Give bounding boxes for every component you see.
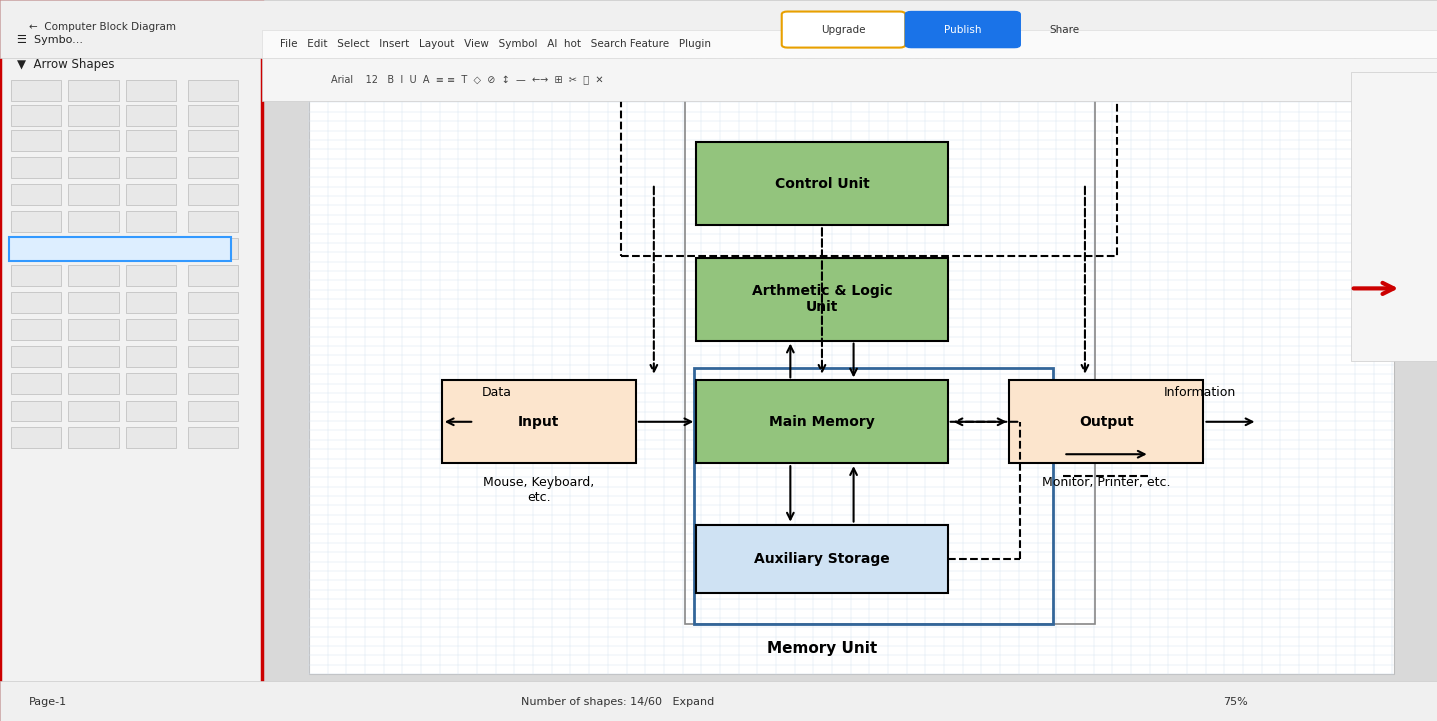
FancyBboxPatch shape xyxy=(126,238,177,259)
FancyBboxPatch shape xyxy=(262,30,1437,58)
FancyBboxPatch shape xyxy=(309,50,1394,674)
FancyBboxPatch shape xyxy=(11,105,60,125)
Text: Monitor, Printer, etc.: Monitor, Printer, etc. xyxy=(1042,476,1171,489)
FancyBboxPatch shape xyxy=(187,185,239,205)
FancyBboxPatch shape xyxy=(126,427,177,448)
FancyBboxPatch shape xyxy=(126,347,177,367)
FancyBboxPatch shape xyxy=(187,238,239,259)
FancyBboxPatch shape xyxy=(11,373,60,394)
FancyBboxPatch shape xyxy=(11,211,60,232)
FancyBboxPatch shape xyxy=(262,58,1437,101)
FancyBboxPatch shape xyxy=(187,400,239,421)
FancyBboxPatch shape xyxy=(187,427,239,448)
FancyBboxPatch shape xyxy=(11,427,60,448)
Text: ☰  Symbo...: ☰ Symbo... xyxy=(17,35,83,45)
FancyBboxPatch shape xyxy=(69,347,119,367)
FancyBboxPatch shape xyxy=(69,373,119,394)
FancyBboxPatch shape xyxy=(69,238,119,259)
FancyBboxPatch shape xyxy=(696,525,948,593)
FancyBboxPatch shape xyxy=(126,79,177,100)
FancyBboxPatch shape xyxy=(0,0,1437,58)
FancyBboxPatch shape xyxy=(11,238,60,259)
FancyBboxPatch shape xyxy=(187,130,239,151)
FancyBboxPatch shape xyxy=(126,157,177,177)
FancyBboxPatch shape xyxy=(126,293,177,313)
Text: Upgrade: Upgrade xyxy=(822,25,865,35)
FancyBboxPatch shape xyxy=(11,319,60,340)
FancyBboxPatch shape xyxy=(69,265,119,286)
Text: Page-1: Page-1 xyxy=(29,696,68,707)
FancyBboxPatch shape xyxy=(1351,72,1437,361)
Text: Information: Information xyxy=(1164,386,1236,399)
FancyBboxPatch shape xyxy=(696,381,948,464)
FancyBboxPatch shape xyxy=(69,319,119,340)
FancyBboxPatch shape xyxy=(187,265,239,286)
FancyBboxPatch shape xyxy=(69,293,119,313)
FancyBboxPatch shape xyxy=(696,258,948,341)
Text: Central Processing Unit: Central Processing Unit xyxy=(703,45,941,63)
FancyBboxPatch shape xyxy=(69,79,119,100)
FancyBboxPatch shape xyxy=(69,211,119,232)
Text: Input: Input xyxy=(519,415,559,429)
FancyBboxPatch shape xyxy=(187,347,239,367)
FancyBboxPatch shape xyxy=(11,130,60,151)
FancyBboxPatch shape xyxy=(69,427,119,448)
FancyBboxPatch shape xyxy=(187,211,239,232)
Text: Arthmetic & Logic
Unit: Arthmetic & Logic Unit xyxy=(752,284,892,314)
Text: Data: Data xyxy=(481,386,512,399)
Text: Arial    12   B  I  U  A  ≡ ≡  T  ◇  ⊘  ↕  —  ←→  ⊞  ✂  ⬜  ✕: Arial 12 B I U A ≡ ≡ T ◇ ⊘ ↕ — ←→ ⊞ ✂ ⬜ … xyxy=(331,74,604,84)
Text: 75%: 75% xyxy=(1223,696,1249,707)
FancyBboxPatch shape xyxy=(11,400,60,421)
FancyBboxPatch shape xyxy=(10,236,231,260)
FancyBboxPatch shape xyxy=(69,185,119,205)
FancyBboxPatch shape xyxy=(126,265,177,286)
Text: Mouse, Keyboard,
etc.: Mouse, Keyboard, etc. xyxy=(483,476,595,504)
Text: Output: Output xyxy=(1079,415,1134,429)
FancyBboxPatch shape xyxy=(11,293,60,313)
FancyBboxPatch shape xyxy=(0,0,262,721)
Text: Number of shapes: 14/60   Expand: Number of shapes: 14/60 Expand xyxy=(522,696,714,707)
FancyBboxPatch shape xyxy=(187,79,239,100)
FancyBboxPatch shape xyxy=(126,373,177,394)
FancyBboxPatch shape xyxy=(187,319,239,340)
Text: Auxiliary Storage: Auxiliary Storage xyxy=(754,552,890,566)
FancyBboxPatch shape xyxy=(11,79,60,100)
FancyBboxPatch shape xyxy=(69,105,119,125)
FancyBboxPatch shape xyxy=(782,12,905,48)
FancyBboxPatch shape xyxy=(696,143,948,225)
Text: Main Memory: Main Memory xyxy=(769,415,875,429)
FancyBboxPatch shape xyxy=(187,157,239,177)
FancyBboxPatch shape xyxy=(11,157,60,177)
FancyBboxPatch shape xyxy=(69,157,119,177)
FancyBboxPatch shape xyxy=(11,265,60,286)
FancyBboxPatch shape xyxy=(126,400,177,421)
FancyBboxPatch shape xyxy=(126,130,177,151)
FancyBboxPatch shape xyxy=(187,293,239,313)
FancyBboxPatch shape xyxy=(187,373,239,394)
FancyBboxPatch shape xyxy=(11,347,60,367)
Text: Share: Share xyxy=(1049,25,1079,35)
FancyBboxPatch shape xyxy=(11,185,60,205)
FancyBboxPatch shape xyxy=(905,12,1020,48)
FancyBboxPatch shape xyxy=(126,185,177,205)
FancyBboxPatch shape xyxy=(69,130,119,151)
Text: Memory Unit: Memory Unit xyxy=(767,642,877,656)
FancyBboxPatch shape xyxy=(0,681,1437,721)
Text: ←  Computer Block Diagram: ← Computer Block Diagram xyxy=(29,22,175,32)
Text: ▼  Arrow Shapes: ▼ Arrow Shapes xyxy=(17,58,115,71)
FancyBboxPatch shape xyxy=(1010,381,1204,464)
Text: File   Edit   Select   Insert   Layout   View   Symbol   AI  hot   Search Featur: File Edit Select Insert Layout View Symb… xyxy=(280,39,711,49)
FancyBboxPatch shape xyxy=(69,400,119,421)
FancyBboxPatch shape xyxy=(126,105,177,125)
FancyBboxPatch shape xyxy=(187,105,239,125)
Text: Control Unit: Control Unit xyxy=(775,177,869,191)
FancyBboxPatch shape xyxy=(126,319,177,340)
FancyBboxPatch shape xyxy=(443,381,637,464)
FancyBboxPatch shape xyxy=(126,211,177,232)
Text: Publish: Publish xyxy=(944,25,981,35)
